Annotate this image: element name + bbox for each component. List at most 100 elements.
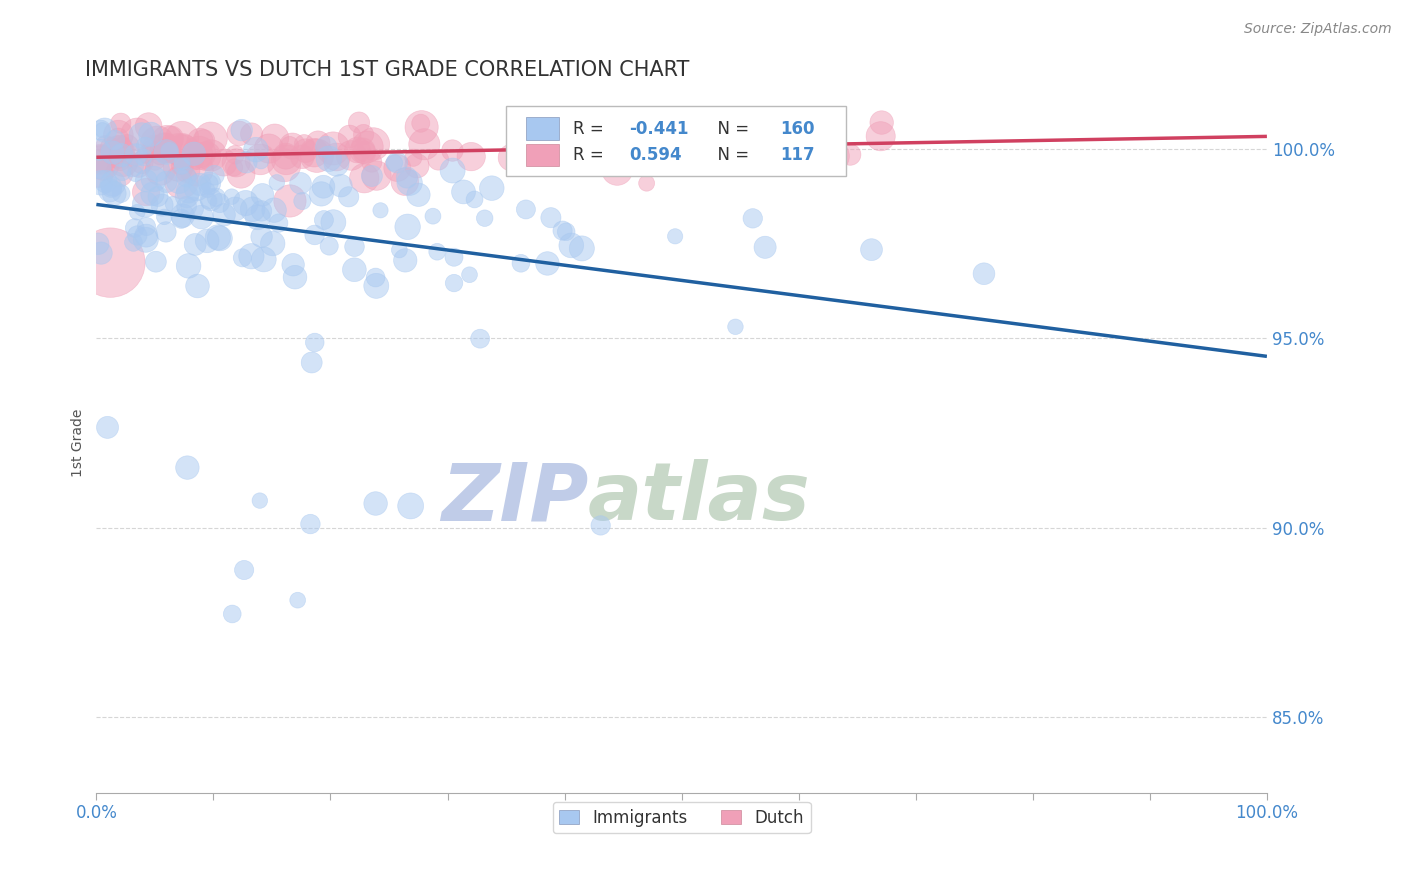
- Point: [274, 149, 297, 163]
- Point: [555, 225, 578, 239]
- Point: [224, 147, 246, 161]
- Point: [121, 159, 143, 173]
- Text: atlas: atlas: [588, 459, 811, 538]
- Point: [361, 169, 384, 183]
- Point: [149, 150, 172, 164]
- Point: [281, 258, 304, 272]
- Point: [249, 493, 271, 508]
- Point: [636, 176, 658, 190]
- Point: [364, 270, 387, 285]
- Point: [177, 259, 200, 273]
- Point: [195, 234, 218, 248]
- Point: [100, 141, 122, 155]
- Point: [427, 153, 450, 167]
- Point: [135, 174, 157, 188]
- Point: [89, 153, 111, 167]
- Point: [221, 189, 243, 203]
- Point: [366, 169, 388, 183]
- Point: [481, 181, 503, 195]
- Point: [89, 153, 111, 167]
- Point: [170, 175, 193, 189]
- Point: [93, 123, 115, 137]
- Point: [631, 131, 654, 145]
- Point: [197, 183, 219, 197]
- Point: [139, 128, 162, 142]
- Point: [263, 203, 285, 218]
- FancyBboxPatch shape: [506, 106, 845, 177]
- Point: [741, 211, 763, 226]
- Point: [172, 155, 194, 169]
- Point: [292, 137, 315, 152]
- Point: [124, 221, 146, 235]
- Point: [267, 216, 290, 230]
- Point: [90, 176, 112, 190]
- Point: [150, 198, 173, 212]
- Point: [115, 139, 138, 153]
- Point: [198, 176, 221, 190]
- Point: [240, 127, 263, 141]
- Point: [90, 246, 112, 260]
- Point: [176, 460, 198, 475]
- Point: [343, 262, 366, 277]
- Point: [370, 203, 392, 218]
- Y-axis label: 1st Grade: 1st Grade: [72, 409, 86, 476]
- Point: [443, 250, 465, 264]
- Text: R =: R =: [572, 120, 609, 137]
- Point: [162, 197, 184, 211]
- Point: [186, 181, 208, 195]
- Point: [221, 607, 243, 621]
- Point: [304, 227, 326, 242]
- Point: [246, 211, 269, 225]
- Point: [250, 229, 273, 244]
- Point: [474, 211, 496, 226]
- Point: [202, 168, 225, 182]
- Point: [460, 150, 482, 164]
- Point: [364, 496, 387, 510]
- Point: [155, 146, 177, 161]
- Point: [411, 120, 433, 135]
- Point: [352, 144, 374, 158]
- Point: [614, 140, 637, 154]
- Point: [339, 129, 361, 144]
- Point: [318, 239, 340, 253]
- Point: [290, 176, 312, 190]
- Point: [353, 171, 375, 186]
- Point: [329, 178, 352, 193]
- Point: [184, 237, 207, 252]
- Point: [398, 176, 420, 190]
- Point: [304, 335, 326, 350]
- Point: [322, 141, 344, 155]
- Point: [276, 153, 298, 167]
- Point: [193, 134, 215, 148]
- Point: [145, 254, 167, 268]
- Point: [291, 194, 314, 208]
- Point: [402, 151, 425, 165]
- Point: [107, 145, 129, 159]
- Point: [312, 213, 335, 227]
- Point: [112, 154, 135, 169]
- Point: [301, 355, 323, 369]
- Point: [347, 115, 370, 129]
- Point: [396, 219, 419, 234]
- Point: [366, 278, 388, 293]
- Point: [224, 202, 246, 216]
- Point: [749, 153, 772, 167]
- Point: [443, 276, 465, 290]
- Point: [564, 154, 586, 169]
- Point: [257, 142, 280, 156]
- Point: [973, 267, 995, 281]
- Point: [124, 167, 146, 181]
- Point: [281, 139, 304, 153]
- Point: [135, 233, 157, 247]
- Point: [87, 236, 110, 251]
- Point: [167, 142, 190, 156]
- Point: [128, 159, 150, 173]
- Point: [94, 174, 117, 188]
- Point: [299, 517, 322, 532]
- Point: [688, 126, 710, 140]
- Point: [127, 128, 149, 142]
- Point: [153, 140, 176, 154]
- Point: [155, 225, 177, 239]
- Point: [517, 129, 540, 144]
- Text: N =: N =: [707, 120, 755, 137]
